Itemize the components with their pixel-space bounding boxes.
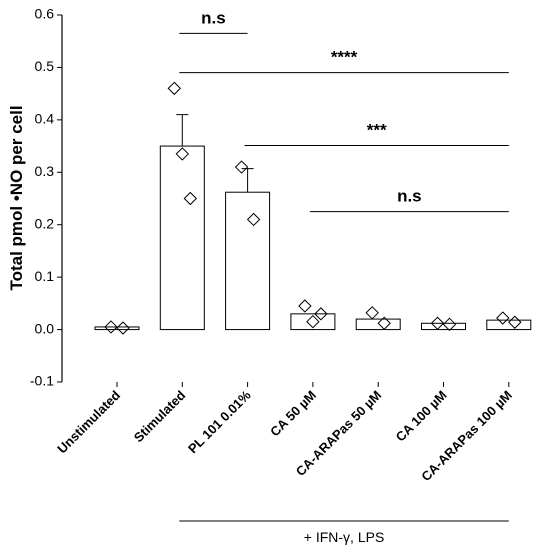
data-point xyxy=(365,306,379,320)
bar xyxy=(486,319,532,331)
y-axis-label: Total pmol •NO per cell xyxy=(7,105,26,290)
y-tick-label: 0.3 xyxy=(35,163,55,179)
data-point xyxy=(234,160,249,174)
bar xyxy=(159,145,205,331)
x-tick-label: CA 50 µM xyxy=(267,388,319,440)
significance-label: n.s xyxy=(201,8,226,27)
data-point xyxy=(430,316,445,330)
significance-label: n.s xyxy=(397,187,422,206)
y-tick-label: 0.2 xyxy=(35,215,55,231)
bar xyxy=(225,191,271,331)
x-tick-label: CA 100 µM xyxy=(393,388,450,445)
data-point xyxy=(116,321,130,335)
bar xyxy=(290,313,336,331)
y-tick-label: 0.0 xyxy=(35,320,55,336)
y-tick-label: -0.1 xyxy=(30,373,54,389)
data-point xyxy=(298,299,312,313)
bar xyxy=(355,318,401,331)
y-tick-label: 0.1 xyxy=(35,268,55,284)
data-point xyxy=(377,316,391,330)
data-point xyxy=(104,320,118,334)
data-point xyxy=(508,315,522,329)
x-tick-label: Stimulated xyxy=(131,387,189,445)
data-point xyxy=(167,81,182,96)
significance-label: **** xyxy=(331,48,358,67)
x-tick-label: Unstimulated xyxy=(54,387,123,456)
data-point xyxy=(496,311,510,325)
data-point xyxy=(314,307,328,321)
y-tick-label: 0.5 xyxy=(35,58,55,74)
data-point xyxy=(306,314,320,329)
data-point xyxy=(175,147,190,161)
significance-label: *** xyxy=(367,121,387,140)
data-point xyxy=(246,212,261,227)
data-point xyxy=(442,317,457,332)
group-label: + IFN-γ, LPS xyxy=(304,529,385,545)
data-point xyxy=(183,191,198,206)
y-tick-label: 0.6 xyxy=(35,6,55,22)
x-tick-label: PL 101 0.01% xyxy=(185,387,254,456)
y-tick-label: 0.4 xyxy=(35,111,55,127)
